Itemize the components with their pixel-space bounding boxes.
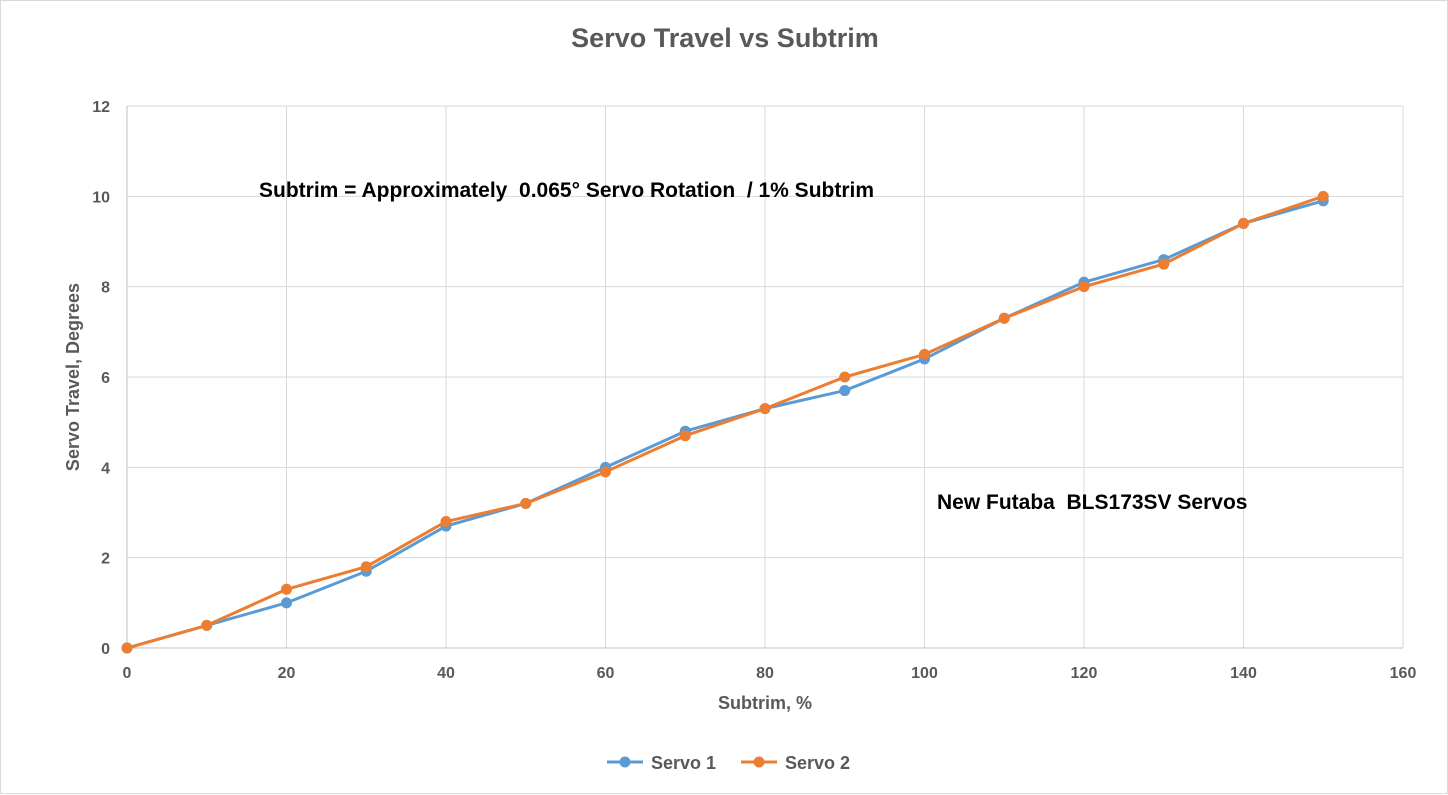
x-tick-label: 80 xyxy=(756,665,774,682)
y-axis-ticks: 0 2 4 6 8 10 12 xyxy=(92,99,110,658)
data-point xyxy=(1317,190,1329,202)
data-point xyxy=(919,348,930,360)
y-tick-label: 6 xyxy=(101,370,110,387)
data-point xyxy=(679,430,691,442)
chart-title: Servo Travel vs Subtrim xyxy=(571,23,879,53)
data-point xyxy=(998,312,1010,324)
x-tick-label: 40 xyxy=(437,665,455,682)
x-tick-label: 0 xyxy=(123,665,132,682)
legend-label: Servo 2 xyxy=(785,753,850,773)
x-tick-label: 100 xyxy=(911,665,938,682)
annotation-servo-model: New Futaba BLS173SV Servos xyxy=(937,491,1247,514)
gridlines xyxy=(126,105,1404,649)
series-line xyxy=(126,199,1324,650)
x-axis-ticks: 0 20 40 60 80 100 120 140 160 xyxy=(123,665,1417,682)
data-point xyxy=(1078,281,1090,293)
data-point xyxy=(759,403,771,415)
series-layer xyxy=(121,190,1329,654)
data-point xyxy=(201,619,213,631)
y-tick-label: 12 xyxy=(92,99,110,116)
y-tick-label: 0 xyxy=(101,641,110,658)
legend-label: Servo 1 xyxy=(651,753,716,773)
series-2 xyxy=(121,190,1329,654)
data-point xyxy=(281,583,292,595)
data-point xyxy=(839,385,851,397)
series-line xyxy=(126,194,1324,650)
legend-item-2: Servo 2 xyxy=(741,753,850,773)
data-point xyxy=(1238,217,1249,229)
x-tick-label: 140 xyxy=(1230,665,1257,682)
legend-item-1: Servo 1 xyxy=(607,753,716,773)
data-point xyxy=(839,371,851,383)
x-tick-label: 20 xyxy=(278,665,296,682)
data-point xyxy=(281,597,292,609)
x-axis-label: Subtrim, % xyxy=(718,693,812,713)
legend-marker xyxy=(753,756,765,768)
y-tick-label: 10 xyxy=(92,189,110,206)
data-point xyxy=(360,561,372,573)
data-point xyxy=(520,497,532,509)
y-tick-label: 8 xyxy=(101,280,110,297)
data-point xyxy=(600,466,611,478)
data-point xyxy=(440,516,452,528)
x-tick-label: 120 xyxy=(1071,665,1098,682)
x-tick-label: 60 xyxy=(597,665,615,682)
data-point xyxy=(121,642,133,654)
annotation-subtrim-ratio: Subtrim = Approximately 0.065° Servo Rot… xyxy=(259,179,874,202)
x-tick-label: 160 xyxy=(1390,665,1417,682)
legend: Servo 1 Servo 2 xyxy=(607,753,850,773)
y-tick-label: 2 xyxy=(101,551,110,568)
legend-marker xyxy=(619,756,631,768)
y-tick-label: 4 xyxy=(101,460,110,477)
y-axis-label: Servo Travel, Degrees xyxy=(63,283,83,471)
data-point xyxy=(1158,258,1170,270)
